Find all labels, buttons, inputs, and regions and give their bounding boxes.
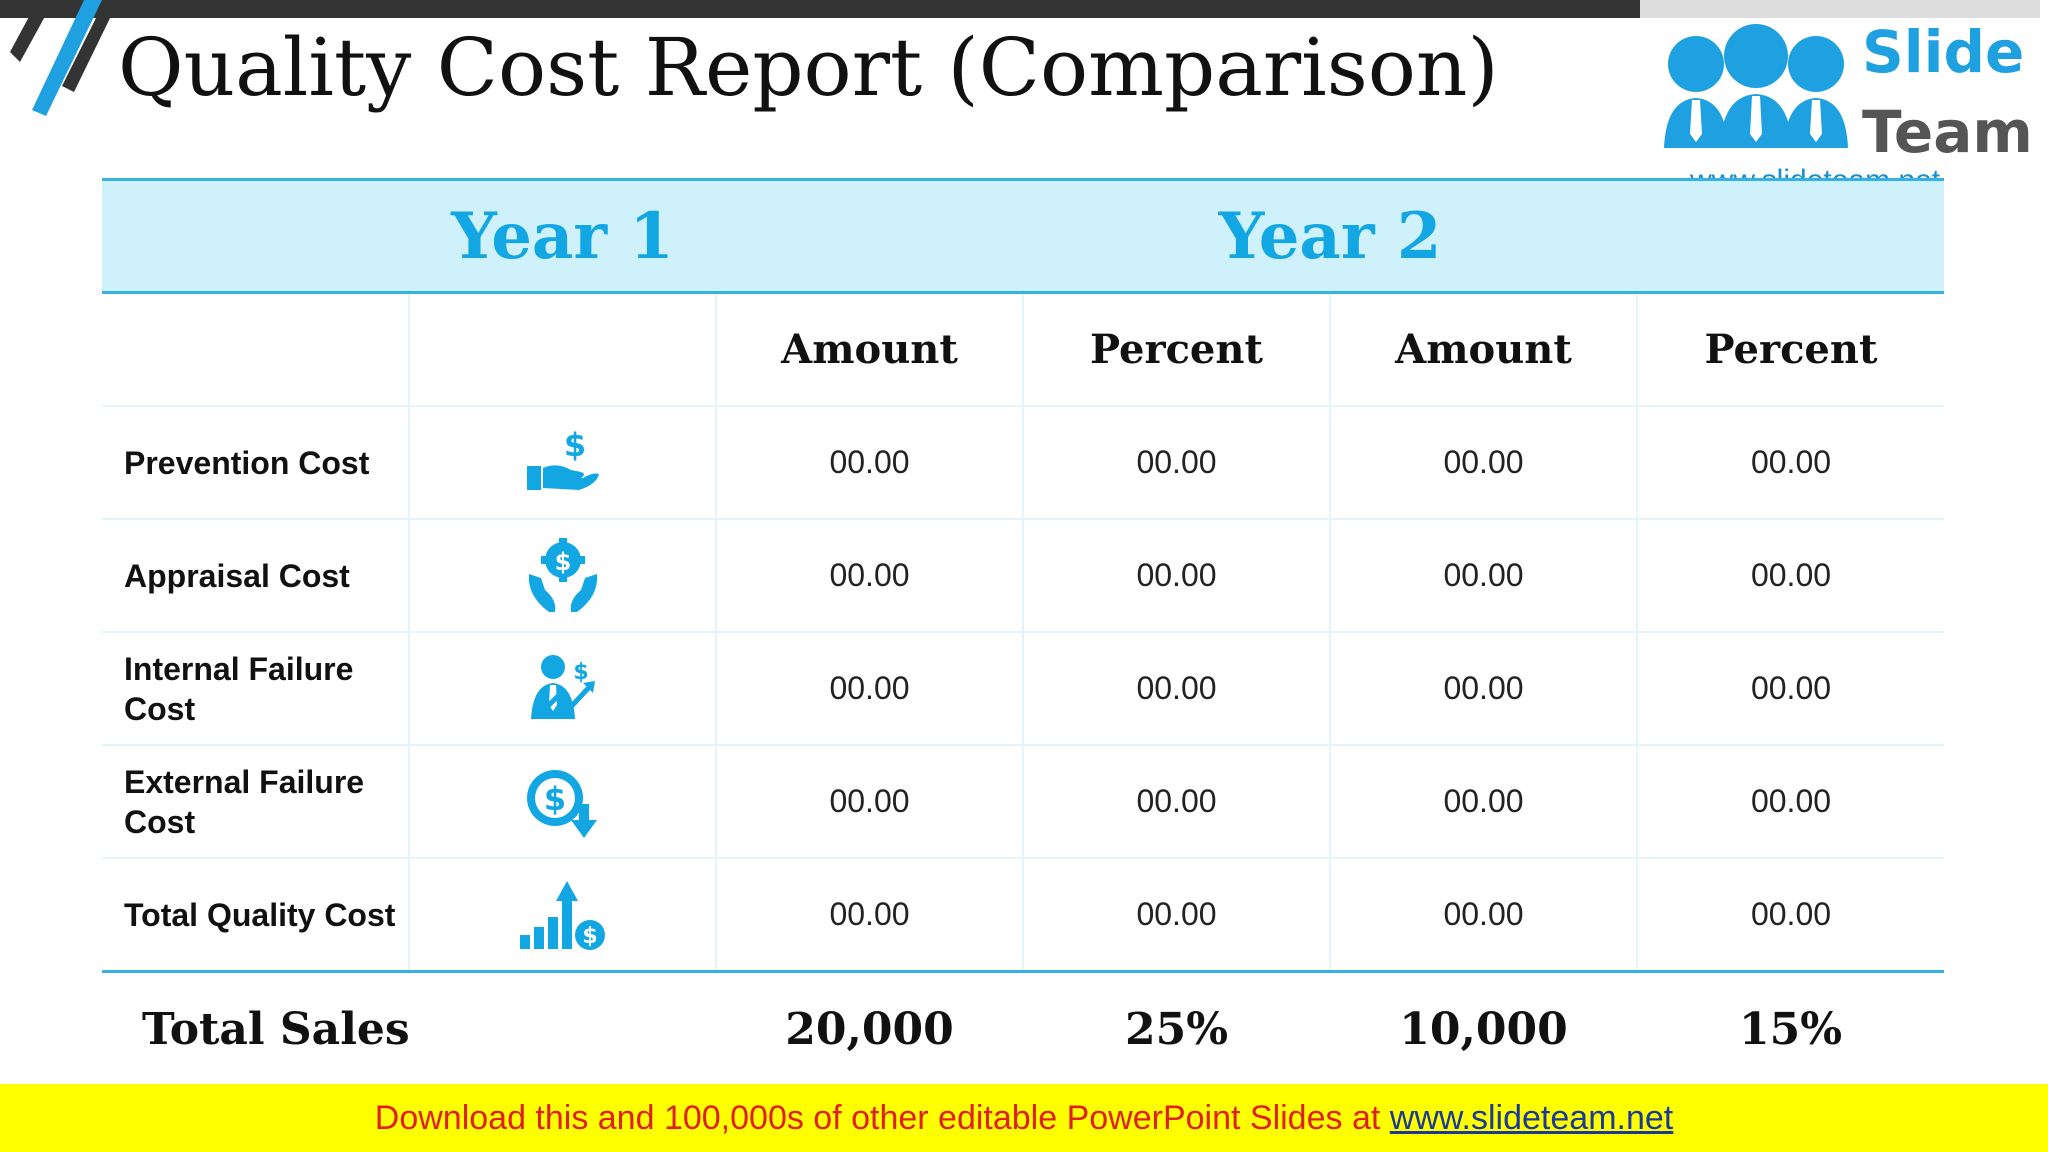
row-y1-percent: 00.00 xyxy=(1023,632,1331,746)
row-label: Appraisal Cost xyxy=(102,519,410,633)
row-y2-percent: 00.00 xyxy=(1637,858,1944,973)
total-sales-row: Total Sales 20,000 25% 10,000 15% xyxy=(102,971,1944,1088)
row-y2-amount: 00.00 xyxy=(1330,745,1638,859)
header-y1-percent: Percent xyxy=(1023,292,1331,407)
table-row: Appraisal Cost $ 00.00 00.00 00.00 00.00 xyxy=(102,519,1944,633)
svg-text:$: $ xyxy=(543,780,565,818)
quality-cost-table: Year 1 Year 2 Amount Percent Amount Perc… xyxy=(102,178,1944,1088)
svg-text:$: $ xyxy=(582,924,597,949)
total-y1-percent: 25% xyxy=(1023,971,1330,1088)
logo-word-slide: Slide xyxy=(1862,18,2025,86)
row-y2-amount: 00.00 xyxy=(1330,632,1638,746)
row-y1-percent: 00.00 xyxy=(1023,519,1331,633)
year-header-blank xyxy=(1637,178,1944,294)
row-label: Internal Failure Cost xyxy=(102,632,410,746)
top-bar xyxy=(0,0,1640,18)
svg-text:$: $ xyxy=(563,428,585,464)
row-y2-percent: 00.00 xyxy=(1637,519,1944,633)
logo-word-team: Team xyxy=(1862,98,2033,166)
row-y1-percent: 00.00 xyxy=(1023,858,1331,973)
accent-stripes xyxy=(10,0,110,116)
people-icon xyxy=(1664,24,1848,148)
row-y1-amount: 00.00 xyxy=(716,745,1024,859)
header-y1-amount: Amount xyxy=(716,292,1024,407)
column-header-row: Amount Percent Amount Percent xyxy=(102,292,1944,407)
dollar-down-icon: $ xyxy=(409,745,717,859)
download-banner-link[interactable]: www.slideteam.net xyxy=(1389,1099,1674,1137)
logo-top-bar xyxy=(1640,0,2040,18)
total-sales-label: Total Sales xyxy=(102,971,716,1088)
table-row: Prevention Cost $ 00.00 00.00 00.00 00.0… xyxy=(102,406,1944,520)
year-header-row: Year 1 Year 2 xyxy=(102,178,1944,294)
year-1-header: Year 1 xyxy=(102,178,1023,294)
row-label: External Failure Cost xyxy=(102,745,410,859)
row-y2-percent: 00.00 xyxy=(1637,745,1944,859)
row-y2-amount: 00.00 xyxy=(1330,519,1638,633)
header-blank-icon xyxy=(409,292,717,407)
slideteam-logo[interactable]: Slide Team www.slideteam.net xyxy=(1640,0,2048,198)
row-y1-percent: 00.00 xyxy=(1023,745,1331,859)
gear-dollar-hands-icon: $ xyxy=(409,519,717,633)
row-y1-amount: 00.00 xyxy=(716,519,1024,633)
growth-chart-dollar-icon: $ xyxy=(409,858,717,973)
total-y2-percent: 15% xyxy=(1637,971,1944,1088)
businessman-dollar-icon: $ xyxy=(409,632,717,746)
total-y1-amount: 20,000 xyxy=(716,971,1023,1088)
header-y2-amount: Amount xyxy=(1330,292,1638,407)
svg-text:$: $ xyxy=(573,660,588,685)
table-row: Internal Failure Cost $ 00.00 00.00 00.0… xyxy=(102,632,1944,746)
row-y2-percent: 00.00 xyxy=(1637,406,1944,520)
row-y2-amount: 00.00 xyxy=(1330,858,1638,973)
header-y2-percent: Percent xyxy=(1637,292,1944,407)
svg-text:$: $ xyxy=(554,548,571,576)
total-y2-amount: 10,000 xyxy=(1330,971,1637,1088)
download-banner: Download this and 100,000s of other edit… xyxy=(0,1084,2048,1152)
page-title: Quality Cost Report (Comparison) xyxy=(118,21,1499,114)
year-2-header: Year 2 xyxy=(1023,178,1637,294)
table-row: Total Quality Cost $ 00.00 00.00 00.00 0… xyxy=(102,858,1944,973)
hand-money-icon: $ xyxy=(409,406,717,520)
download-banner-text: Download this and 100,000s of other edit… xyxy=(374,1099,1390,1137)
row-y1-amount: 00.00 xyxy=(716,858,1024,973)
row-y2-percent: 00.00 xyxy=(1637,632,1944,746)
row-label: Prevention Cost xyxy=(102,406,410,520)
row-y1-amount: 00.00 xyxy=(716,406,1024,520)
header-blank-label xyxy=(102,292,410,407)
quality-cost-table-container: Year 1 Year 2 Amount Percent Amount Perc… xyxy=(102,178,1944,1088)
row-y1-amount: 00.00 xyxy=(716,632,1024,746)
row-y2-amount: 00.00 xyxy=(1330,406,1638,520)
row-y1-percent: 00.00 xyxy=(1023,406,1331,520)
table-row: External Failure Cost $ 00.00 00.00 00.0… xyxy=(102,745,1944,859)
row-label: Total Quality Cost xyxy=(102,858,410,973)
